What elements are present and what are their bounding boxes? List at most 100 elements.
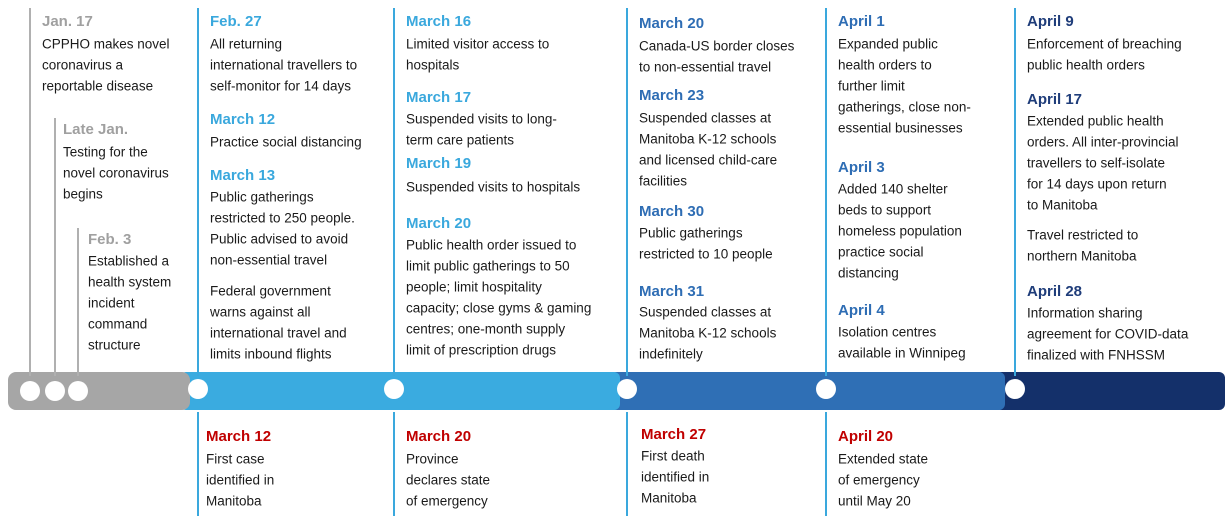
event-text: term care patients bbox=[406, 133, 514, 148]
event-text: Extended state bbox=[838, 452, 928, 467]
event-date: March 19 bbox=[406, 155, 471, 172]
event-text: Manitoba bbox=[206, 494, 262, 509]
event-text: Established a bbox=[88, 254, 170, 269]
event-text: health orders to bbox=[838, 58, 932, 73]
event-date: March 20 bbox=[639, 15, 704, 32]
event-text: Suspended classes at bbox=[639, 111, 771, 126]
event-text: Manitoba K-12 schools bbox=[639, 326, 777, 341]
bar-segment bbox=[610, 372, 1005, 410]
milestone-dot bbox=[816, 379, 836, 399]
event-text: command bbox=[88, 317, 147, 332]
event-date: April 4 bbox=[838, 302, 885, 319]
event-text: capacity; close gyms & gaming bbox=[406, 301, 591, 316]
milestone-dot bbox=[617, 379, 637, 399]
event-text: Public gatherings bbox=[210, 190, 314, 205]
event-date: April 28 bbox=[1027, 283, 1082, 300]
event-text: CPPHO makes novel bbox=[42, 37, 170, 52]
event-date: April 17 bbox=[1027, 91, 1082, 108]
event-date: March 13 bbox=[210, 167, 275, 184]
event-date: March 17 bbox=[406, 89, 471, 106]
event-date: Feb. 3 bbox=[88, 231, 131, 248]
event-text: international travel and bbox=[210, 326, 347, 341]
event-date: March 20 bbox=[406, 428, 471, 445]
event-text: travellers to self-isolate bbox=[1027, 156, 1165, 171]
event-text: limit public gatherings to 50 bbox=[406, 259, 570, 274]
event-text: Testing for the bbox=[63, 145, 148, 160]
event-text: practice social bbox=[838, 245, 924, 260]
event-text: Manitoba K-12 schools bbox=[639, 132, 777, 147]
event-text: to non-essential travel bbox=[639, 60, 771, 75]
event-text: centres; one-month supply bbox=[406, 322, 565, 337]
event-date: Late Jan. bbox=[63, 121, 128, 138]
event-date: March 30 bbox=[639, 203, 704, 220]
event-date: March 27 bbox=[641, 426, 706, 443]
milestone-dot bbox=[1005, 379, 1025, 399]
event-text: beds to support bbox=[838, 203, 931, 218]
event-text: distancing bbox=[838, 266, 899, 281]
event-text: All returning bbox=[210, 37, 282, 52]
event-text: of emergency bbox=[406, 494, 488, 509]
event-text: Added 140 shelter bbox=[838, 182, 948, 197]
event-date: April 3 bbox=[838, 159, 885, 176]
event-text: international travellers to bbox=[210, 58, 357, 73]
event-text: until May 20 bbox=[838, 494, 911, 509]
milestone-dot bbox=[68, 381, 88, 401]
event-text: people; limit hospitality bbox=[406, 280, 542, 295]
event-text: indefinitely bbox=[639, 347, 703, 362]
event-text: and licensed child-care bbox=[639, 153, 777, 168]
event-date: Jan. 17 bbox=[42, 13, 93, 30]
milestone-dot bbox=[45, 381, 65, 401]
event-text: coronavirus a bbox=[42, 58, 124, 73]
event-date: March 16 bbox=[406, 13, 471, 30]
event-text: incident bbox=[88, 296, 135, 311]
event-text: limit of prescription drugs bbox=[406, 343, 556, 358]
event-text: Isolation centres bbox=[838, 325, 937, 340]
event-text: agreement for COVID-data bbox=[1027, 327, 1189, 342]
event-date: March 20 bbox=[406, 215, 471, 232]
event-date: March 23 bbox=[639, 87, 704, 104]
event-text: limits inbound flights bbox=[210, 347, 332, 362]
event-text: Extended public health bbox=[1027, 114, 1164, 129]
event-date: March 12 bbox=[206, 428, 271, 445]
event-text: novel coronavirus bbox=[63, 166, 169, 181]
event-date: Feb. 27 bbox=[210, 13, 262, 30]
event-text: homeless population bbox=[838, 224, 962, 239]
event-text: essential businesses bbox=[838, 121, 963, 136]
event-text: reportable disease bbox=[42, 79, 153, 94]
event-text: finalized with FNHSSM bbox=[1027, 348, 1165, 363]
event-text: available in Winnipeg bbox=[838, 346, 966, 361]
event-text: declares state bbox=[406, 473, 490, 488]
event-text: restricted to 250 people. bbox=[210, 211, 355, 226]
event-date: April 1 bbox=[838, 13, 885, 30]
event-text: northern Manitoba bbox=[1027, 249, 1137, 264]
event-text: warns against all bbox=[209, 305, 311, 320]
event-text: facilities bbox=[639, 174, 687, 189]
event-text: restricted to 10 people bbox=[639, 247, 773, 262]
milestone-dot bbox=[384, 379, 404, 399]
event-text: begins bbox=[63, 187, 103, 202]
bar-segment bbox=[995, 372, 1225, 410]
event-text: Canada-US border closes bbox=[639, 39, 795, 54]
event-text: of emergency bbox=[838, 473, 920, 488]
event-date: March 31 bbox=[639, 283, 704, 300]
event-date: March 12 bbox=[210, 111, 275, 128]
event-text: Federal government bbox=[210, 284, 331, 299]
event-text: identified in bbox=[641, 470, 709, 485]
event-text: Suspended classes at bbox=[639, 305, 771, 320]
event-text: Manitoba bbox=[641, 491, 697, 506]
event-text: Travel restricted to bbox=[1027, 228, 1138, 243]
event-text: Public gatherings bbox=[639, 226, 743, 241]
event-text: Public advised to avoid bbox=[210, 232, 348, 247]
event-text: public health orders bbox=[1027, 58, 1145, 73]
event-text: further limit bbox=[838, 79, 905, 94]
event-text: to Manitoba bbox=[1027, 198, 1098, 213]
event-text: Public health order issued to bbox=[406, 238, 576, 253]
event-text: Limited visitor access to bbox=[406, 37, 549, 52]
event-text: for 14 days upon return bbox=[1027, 177, 1167, 192]
event-text: Practice social distancing bbox=[210, 135, 362, 150]
event-text: Suspended visits to long- bbox=[406, 112, 557, 127]
milestone-dot bbox=[188, 379, 208, 399]
event-text: orders. All inter-provincial bbox=[1027, 135, 1179, 150]
event-date: April 9 bbox=[1027, 13, 1074, 30]
